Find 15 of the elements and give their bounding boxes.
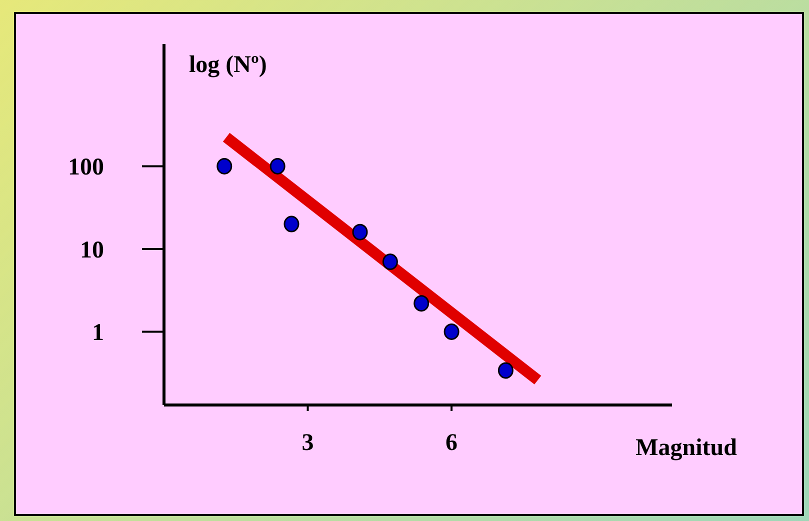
point <box>414 295 430 312</box>
point <box>216 158 232 174</box>
point <box>444 323 460 340</box>
y-tick-label: 1 <box>92 320 104 346</box>
point <box>498 362 514 379</box>
point <box>284 216 300 232</box>
point <box>352 224 368 240</box>
point <box>382 254 398 270</box>
x-tick-label: 3 <box>302 430 314 456</box>
y-tick-label: 10 <box>80 237 104 264</box>
x-tick-label: 6 <box>446 430 458 456</box>
y-axis-title: log (Nº) <box>189 52 267 78</box>
y-tick-label: 100 <box>68 154 104 181</box>
point <box>270 158 286 174</box>
x-axis-title: Magnitud <box>636 435 738 461</box>
